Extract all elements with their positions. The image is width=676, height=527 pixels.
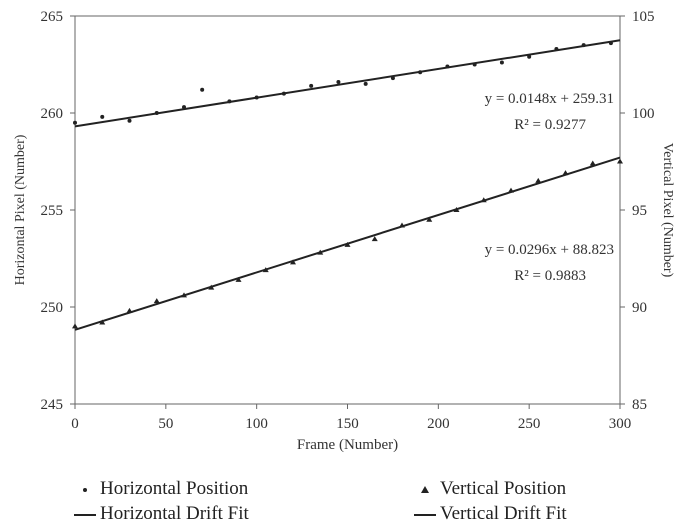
dot-marker-icon <box>74 478 96 500</box>
y-right-tick-label: 105 <box>632 9 655 25</box>
chart-labels: y = 0.0148x + 259.31 R² = 0.9277 y = 0.029… <box>13 91 675 453</box>
legend-horizontal-position-label: Horizontal Position <box>100 478 249 499</box>
x-axis-label: Frame (Number) <box>297 437 398 453</box>
x-tick-label: 200 <box>427 416 450 432</box>
horizontal-drift-fit-line <box>74 39 621 128</box>
horizontal-position-point <box>200 87 205 92</box>
vertical-position-point <box>617 158 623 164</box>
horizontal-fit-r2: R² = 0.9277 <box>514 117 586 133</box>
legend-vertical-position-label: Vertical Position <box>440 478 567 499</box>
legend-vertical-fit: Vertical Drift Fit <box>414 503 567 525</box>
x-tick-label: 100 <box>245 416 268 432</box>
y-right-tick-label: 90 <box>632 300 647 316</box>
horizontal-position-point <box>499 60 504 65</box>
drift-fit-lines <box>74 39 621 331</box>
vertical-position-point <box>153 298 160 304</box>
y-right-tick-label: 100 <box>632 106 655 122</box>
x-tick-label: 300 <box>609 416 632 432</box>
horizontal-fit-equation: y = 0.0148x + 259.31 <box>485 91 614 107</box>
line-marker-icon <box>414 503 436 525</box>
y-right-tick-label: 95 <box>632 203 647 219</box>
x-tick-label: 150 <box>336 416 359 432</box>
y-left-tick-label: 260 <box>41 106 64 122</box>
y-right-tick-label: 85 <box>632 397 647 413</box>
y-left-tick-label: 255 <box>41 203 64 219</box>
y-left-tick-label: 250 <box>41 300 64 316</box>
vertical-position-point <box>589 160 596 166</box>
horizontal-position-point <box>127 118 132 123</box>
vertical-position-point <box>426 216 433 222</box>
vertical-drift-fit-line <box>74 156 621 331</box>
vertical-position-point <box>72 323 78 329</box>
horizontal-position-point <box>100 114 105 119</box>
legend: Horizontal Position Vertical Position Ho… <box>0 476 676 526</box>
x-tick-label: 0 <box>71 416 79 432</box>
legend-horizontal-fit: Horizontal Drift Fit <box>74 503 249 525</box>
chart-svg: 0 50 100 150 200 250 300 245 250 255 260 265 85 90 95 1… <box>13 9 675 453</box>
line-marker-icon <box>74 503 96 525</box>
y-left-axis-label: Horizontal Pixel (Number) <box>13 134 28 285</box>
vertical-fit-r2: R² = 0.9883 <box>514 268 586 284</box>
legend-vertical-position: Vertical Position <box>414 478 566 500</box>
plot-frame <box>74 15 621 405</box>
horizontal-position-point <box>336 79 341 84</box>
vertical-fit-equation: y = 0.0296x + 88.823 <box>485 242 614 258</box>
x-tick-label: 250 <box>518 416 541 432</box>
plot-area-border <box>74 15 621 405</box>
horizontal-position-point <box>309 83 314 88</box>
triangle-marker-icon <box>414 478 436 500</box>
legend-vertical-fit-label: Vertical Drift Fit <box>440 503 567 524</box>
vertical-position-point <box>535 177 542 183</box>
vertical-position-point <box>371 236 378 242</box>
legend-horizontal-fit-label: Horizontal Drift Fit <box>100 503 249 524</box>
legend-horizontal-position: Horizontal Position <box>74 478 248 500</box>
axis-ticks: 0 50 100 150 200 250 300 245 250 255 260 265 85 90 95 1… <box>41 9 655 432</box>
vertical-position-point <box>235 276 242 282</box>
horizontal-position-point <box>363 81 368 86</box>
horizontal-position-point <box>73 120 77 125</box>
x-tick-label: 50 <box>158 416 173 432</box>
y-left-tick-label: 245 <box>41 397 64 413</box>
y-left-tick-label: 265 <box>41 9 64 25</box>
y-right-axis-label: Vertical Pixel (Number) <box>660 143 675 278</box>
